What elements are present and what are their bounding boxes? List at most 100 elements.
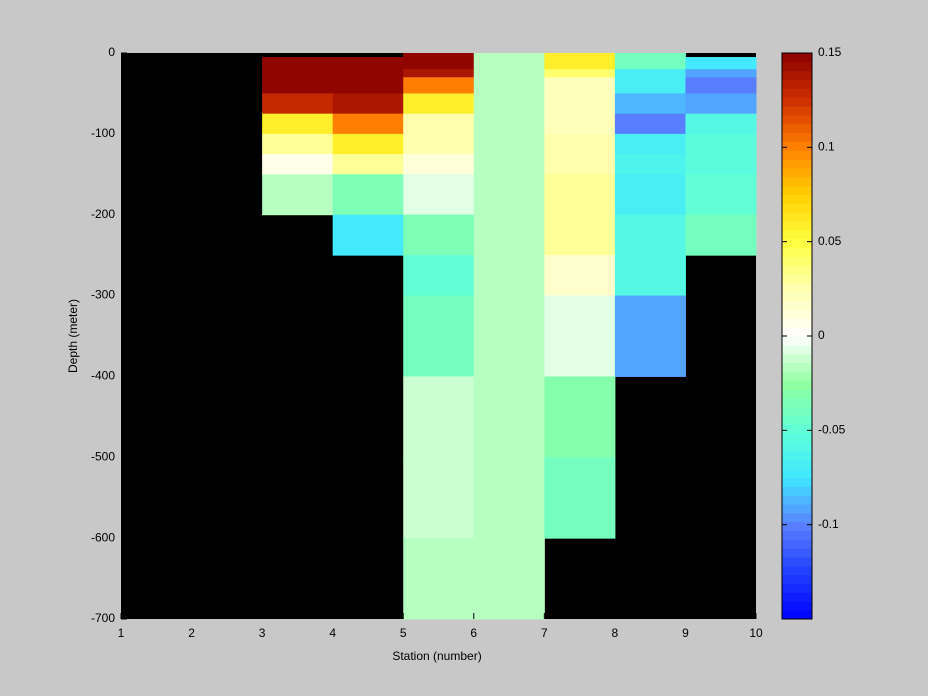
heatmap-cell bbox=[473, 174, 545, 216]
heatmap-cell bbox=[262, 154, 334, 175]
heatmap-cell bbox=[403, 113, 475, 135]
colorbar-swatch bbox=[782, 521, 812, 532]
heatmap-cell bbox=[685, 154, 757, 175]
colorbar-swatch bbox=[782, 442, 812, 452]
heatmap-cell bbox=[403, 295, 475, 377]
colorbar-swatch bbox=[782, 583, 812, 593]
heatmap-cell bbox=[332, 214, 404, 256]
heatmap-cell bbox=[332, 77, 404, 94]
heatmap-cell bbox=[614, 154, 686, 175]
heatmap-cell bbox=[614, 53, 686, 58]
x-tick-label: 3 bbox=[259, 626, 266, 640]
heatmap-cell bbox=[262, 69, 334, 78]
heatmap-cell bbox=[473, 57, 545, 70]
colorbar-swatch bbox=[782, 450, 812, 461]
heatmap-cell bbox=[544, 376, 616, 458]
heatmap-cell bbox=[544, 77, 616, 94]
heatmap-cell bbox=[473, 69, 545, 78]
colorbar-swatch bbox=[782, 221, 812, 231]
colorbar-swatch bbox=[782, 123, 812, 134]
colorbar-swatch bbox=[782, 194, 812, 204]
colorbar-swatch bbox=[782, 548, 812, 558]
heatmap-cell bbox=[544, 295, 616, 377]
colorbar-tick-label: -0.05 bbox=[818, 423, 846, 437]
heatmap-cell bbox=[614, 77, 686, 94]
heatmap-cell bbox=[403, 457, 475, 539]
colorbar-swatch bbox=[782, 167, 812, 178]
heatmap-cell bbox=[262, 77, 334, 94]
colorbar-swatch bbox=[782, 504, 812, 514]
colorbar-swatch bbox=[782, 601, 812, 611]
colorbar-swatch bbox=[782, 159, 812, 169]
heatmap-cell bbox=[473, 77, 545, 94]
colorbar-swatch bbox=[782, 70, 812, 81]
heatmap-cell bbox=[685, 77, 757, 94]
heatmap-cell bbox=[403, 174, 475, 216]
colorbar-swatch bbox=[782, 265, 812, 275]
colorbar-swatch bbox=[782, 318, 812, 328]
y-tick-label: -300 bbox=[91, 288, 115, 302]
colorbar-swatch bbox=[782, 79, 812, 89]
colorbar-swatch bbox=[782, 114, 812, 125]
x-tick-label: 1 bbox=[118, 626, 125, 640]
colorbar-swatch bbox=[782, 327, 812, 337]
colorbar-swatch bbox=[782, 229, 812, 240]
y-tick-label: -500 bbox=[91, 449, 115, 463]
colorbar-tick-label: 0.1 bbox=[818, 140, 835, 154]
colorbar-swatch bbox=[782, 300, 812, 310]
heatmap-cell bbox=[332, 113, 404, 135]
x-tick-label: 8 bbox=[612, 626, 619, 640]
colorbar-swatch bbox=[782, 247, 812, 257]
colorbar-swatch bbox=[782, 486, 812, 496]
heatmap-cell bbox=[614, 214, 686, 256]
x-axis-label: Station (number) bbox=[392, 649, 481, 663]
heatmap-cell bbox=[544, 214, 616, 256]
colorbar-swatch bbox=[782, 371, 812, 381]
colorbar-swatch bbox=[782, 97, 812, 107]
colorbar-swatch bbox=[782, 353, 812, 364]
heatmap-cell bbox=[544, 457, 616, 539]
x-tick-label: 10 bbox=[749, 626, 763, 640]
heatmap-cell bbox=[614, 174, 686, 216]
y-tick-label: -100 bbox=[91, 126, 115, 140]
heatmap-cell bbox=[332, 57, 404, 70]
heatmap-cell bbox=[685, 57, 757, 70]
heatmap-cell bbox=[262, 57, 334, 70]
heatmap-cell bbox=[403, 538, 475, 620]
heatmap-cell bbox=[403, 69, 475, 78]
heatmap-cell bbox=[473, 457, 545, 539]
colorbar-swatch bbox=[782, 88, 812, 98]
colorbar-tick-label: 0.05 bbox=[818, 234, 842, 248]
x-tick-label: 7 bbox=[541, 626, 548, 640]
colorbar-swatch bbox=[782, 539, 812, 549]
y-tick-label: -200 bbox=[91, 207, 115, 221]
colorbar-swatch bbox=[782, 309, 812, 319]
heatmap-cell bbox=[473, 214, 545, 256]
heatmap-cell bbox=[544, 113, 616, 135]
colorbar-swatch bbox=[782, 203, 812, 213]
heatmap-cell bbox=[473, 93, 545, 115]
heatmap-cell bbox=[403, 154, 475, 175]
heatmap-cell bbox=[262, 113, 334, 135]
heatmap-cell bbox=[614, 93, 686, 115]
colorbar-tick-label: -0.1 bbox=[818, 517, 839, 531]
colorbar-swatch bbox=[782, 574, 812, 585]
heatmap-cell bbox=[262, 93, 334, 115]
plot-area bbox=[121, 53, 757, 620]
heatmap-cell bbox=[403, 93, 475, 115]
y-tick-label: -600 bbox=[91, 530, 115, 544]
colorbar-swatch bbox=[782, 433, 812, 443]
heatmap-cell bbox=[614, 295, 686, 377]
colorbar-swatch bbox=[782, 530, 812, 540]
heatmap-cell bbox=[685, 174, 757, 216]
heatmap-cell bbox=[403, 133, 475, 155]
heatmap-cell bbox=[403, 77, 475, 94]
colorbar-swatch bbox=[782, 212, 812, 222]
colorbar-swatch bbox=[782, 362, 812, 372]
colorbar-swatch bbox=[782, 468, 812, 478]
y-tick-label: -400 bbox=[91, 369, 115, 383]
colorbar-swatch bbox=[782, 53, 812, 63]
colorbar-swatch bbox=[782, 336, 812, 346]
x-tick-label: 6 bbox=[470, 626, 477, 640]
